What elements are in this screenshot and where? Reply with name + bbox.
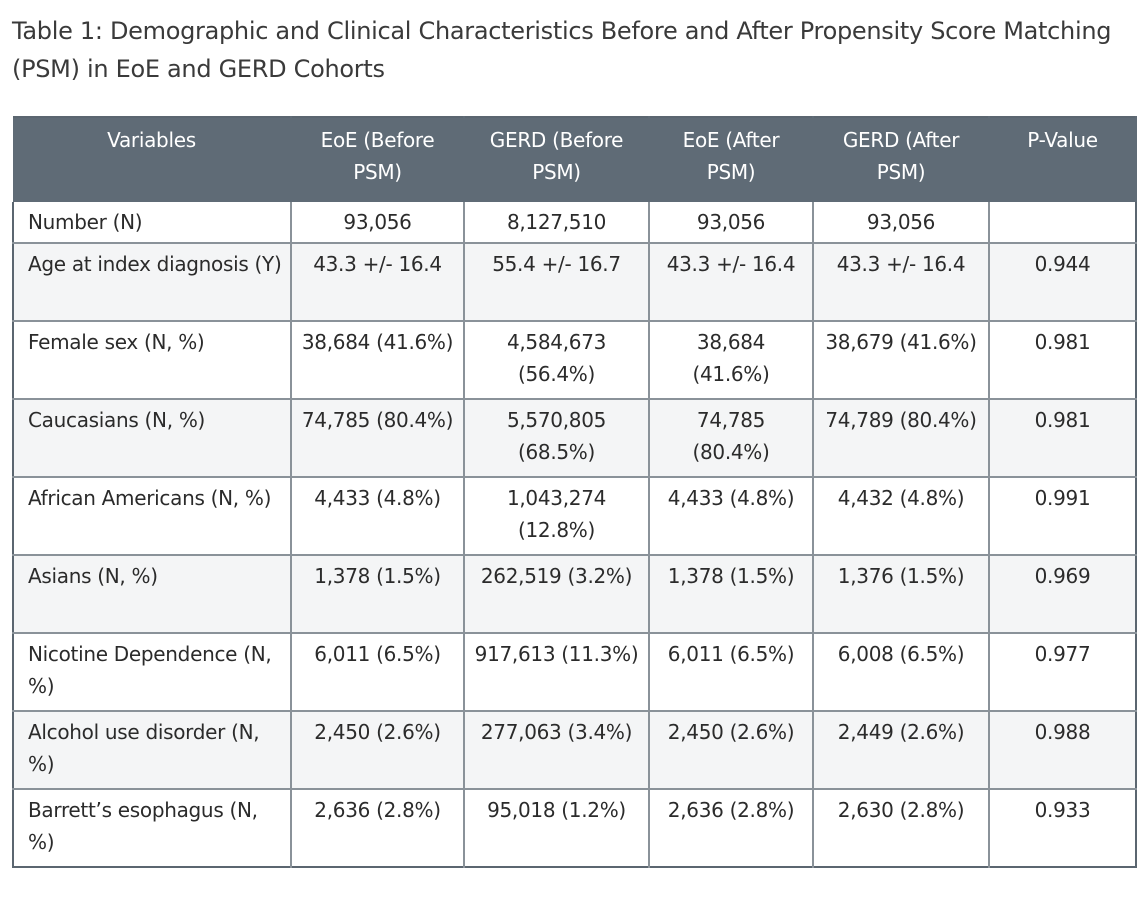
cell-p-value: 0.944 xyxy=(989,243,1137,322)
cell-eoe-after: 1,378 (1.5%) xyxy=(649,555,814,634)
cell-gerd-after: 93,056 xyxy=(813,202,990,244)
cell-gerd-before: 55.4 +/- 16.7 xyxy=(464,243,650,322)
cell-eoe-before: 2,450 (2.6%) xyxy=(291,711,465,790)
header-row: Variables EoE (Before PSM) GERD (Before … xyxy=(13,117,1137,202)
table-row: Caucasians (N, %) 74,785 (80.4%) 5,570,8… xyxy=(12,399,1137,478)
table-row: Number (N) 93,056 8,127,510 93,056 93,05… xyxy=(12,202,1137,244)
cell-eoe-before: 38,684 (41.6%) xyxy=(291,321,465,400)
cell-p-value: 0.981 xyxy=(989,399,1137,478)
cell-eoe-after: 2,636 (2.8%) xyxy=(649,789,814,867)
cell-variable: Age at index diagnosis (Y) xyxy=(12,243,292,322)
cell-p-value: 0.969 xyxy=(989,555,1137,634)
table-row: Barrett’s esophagus (N, %) 2,636 (2.8%) … xyxy=(12,789,1137,867)
cell-variable: Asians (N, %) xyxy=(12,555,292,634)
cell-gerd-after: 43.3 +/- 16.4 xyxy=(813,243,990,322)
cell-gerd-before: 95,018 (1.2%) xyxy=(464,789,650,867)
cell-gerd-after: 1,376 (1.5%) xyxy=(813,555,990,634)
table-row: Alcohol use disorder (N, %) 2,450 (2.6%)… xyxy=(12,711,1137,790)
table-header: Variables EoE (Before PSM) GERD (Before … xyxy=(13,117,1137,202)
cell-eoe-after: 93,056 xyxy=(649,202,814,244)
header-gerd-after-psm: GERD (After PSM) xyxy=(813,117,990,202)
cell-gerd-after: 74,789 (80.4%) xyxy=(813,399,990,478)
table-row: African Americans (N, %) 4,433 (4.8%) 1,… xyxy=(12,477,1137,556)
cell-variable: Caucasians (N, %) xyxy=(12,399,292,478)
cell-gerd-after: 4,432 (4.8%) xyxy=(813,477,990,556)
cell-variable: African Americans (N, %) xyxy=(12,477,292,556)
cell-variable: Alcohol use disorder (N, %) xyxy=(12,711,292,790)
header-eoe-before-psm: EoE (Before PSM) xyxy=(291,117,465,202)
cell-gerd-before: 5,570,805 (68.5%) xyxy=(464,399,650,478)
cell-p-value: 0.977 xyxy=(989,633,1137,712)
cell-gerd-after: 2,630 (2.8%) xyxy=(813,789,990,867)
cell-eoe-before: 4,433 (4.8%) xyxy=(291,477,465,556)
cell-eoe-before: 1,378 (1.5%) xyxy=(291,555,465,634)
cell-eoe-after: 6,011 (6.5%) xyxy=(649,633,814,712)
cell-eoe-after: 4,433 (4.8%) xyxy=(649,477,814,556)
header-variables: Variables xyxy=(13,117,292,202)
cell-variable: Barrett’s esophagus (N, %) xyxy=(12,789,292,867)
cell-eoe-before: 74,785 (80.4%) xyxy=(291,399,465,478)
table-caption: Table 1: Demographic and Clinical Charac… xyxy=(12,17,1112,83)
cell-eoe-before: 43.3 +/- 16.4 xyxy=(291,243,465,322)
cell-eoe-before: 93,056 xyxy=(291,202,465,244)
cell-eoe-after: 38,684 (41.6%) xyxy=(649,321,814,400)
cell-eoe-after: 2,450 (2.6%) xyxy=(649,711,814,790)
cell-variable: Nicotine Dependence (N, %) xyxy=(12,633,292,712)
cell-p-value: 0.988 xyxy=(989,711,1137,790)
cell-variable: Number (N) xyxy=(12,202,292,244)
header-eoe-after-psm: EoE (After PSM) xyxy=(649,117,814,202)
cell-p-value: 0.991 xyxy=(989,477,1137,556)
table-row: Nicotine Dependence (N, %) 6,011 (6.5%) … xyxy=(12,633,1137,712)
cell-eoe-before: 2,636 (2.8%) xyxy=(291,789,465,867)
cell-gerd-before: 4,584,673 (56.4%) xyxy=(464,321,650,400)
cell-gerd-after: 2,449 (2.6%) xyxy=(813,711,990,790)
cell-p-value xyxy=(989,202,1137,244)
cell-eoe-after: 74,785 (80.4%) xyxy=(649,399,814,478)
characteristics-table: Variables EoE (Before PSM) GERD (Before … xyxy=(12,116,1137,868)
cell-gerd-after: 6,008 (6.5%) xyxy=(813,633,990,712)
cell-p-value: 0.981 xyxy=(989,321,1137,400)
cell-gerd-before: 917,613 (11.3%) xyxy=(464,633,650,712)
table-row: Age at index diagnosis (Y) 43.3 +/- 16.4… xyxy=(12,243,1137,322)
cell-variable: Female sex (N, %) xyxy=(12,321,292,400)
cell-gerd-before: 1,043,274 (12.8%) xyxy=(464,477,650,556)
table-row: Female sex (N, %) 38,684 (41.6%) 4,584,6… xyxy=(12,321,1137,400)
cell-gerd-before: 262,519 (3.2%) xyxy=(464,555,650,634)
cell-gerd-before: 277,063 (3.4%) xyxy=(464,711,650,790)
cell-p-value: 0.933 xyxy=(989,789,1137,867)
header-p-value: P-Value xyxy=(989,117,1137,202)
cell-gerd-before: 8,127,510 xyxy=(464,202,650,244)
cell-eoe-after: 43.3 +/- 16.4 xyxy=(649,243,814,322)
table-body: Number (N) 93,056 8,127,510 93,056 93,05… xyxy=(12,202,1137,867)
cell-eoe-before: 6,011 (6.5%) xyxy=(291,633,465,712)
table-row: Asians (N, %) 1,378 (1.5%) 262,519 (3.2%… xyxy=(12,555,1137,634)
header-gerd-before-psm: GERD (Before PSM) xyxy=(464,117,650,202)
cell-gerd-after: 38,679 (41.6%) xyxy=(813,321,990,400)
